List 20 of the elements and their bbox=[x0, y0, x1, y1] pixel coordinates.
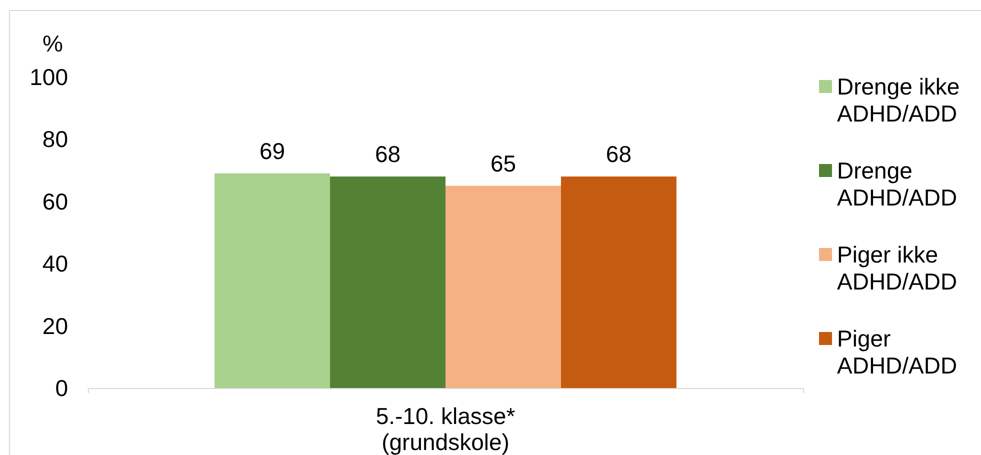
bar bbox=[560, 176, 676, 388]
bar bbox=[214, 173, 330, 388]
legend-label: Drenge ikke ADHD/ADD bbox=[837, 74, 960, 126]
legend-label: Drenge ADHD/ADD bbox=[837, 158, 958, 210]
data-label: 69 bbox=[259, 138, 286, 164]
y-axis-title: % bbox=[42, 30, 63, 56]
bar bbox=[330, 176, 446, 388]
legend-label: Piger ikke ADHD/ADD bbox=[837, 242, 958, 294]
data-label: 68 bbox=[374, 141, 401, 168]
bar bbox=[446, 186, 561, 388]
y-tick-label: 20 bbox=[42, 312, 68, 339]
y-tick-label: 0 bbox=[55, 375, 68, 401]
data-label: 65 bbox=[490, 150, 516, 176]
y-tick-label: 40 bbox=[42, 250, 68, 277]
y-tick-label: 100 bbox=[30, 64, 68, 90]
y-tick-label: 60 bbox=[42, 188, 68, 214]
x-tick-label: 5.-10. klasse* (grundskole) bbox=[376, 403, 516, 455]
data-label: 68 bbox=[606, 141, 632, 168]
y-tick-label: 80 bbox=[42, 126, 68, 152]
legend-label: Piger ADHD/ADD bbox=[837, 326, 958, 378]
